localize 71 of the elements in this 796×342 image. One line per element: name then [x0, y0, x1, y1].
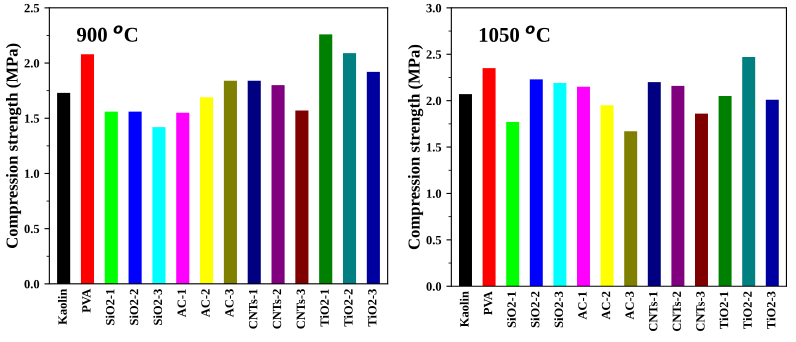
y-tick-label: 3.0: [426, 4, 442, 12]
y-tick-label: 2.5: [426, 50, 442, 59]
y-tick-label: 1.5: [25, 114, 40, 123]
x-tick-label: CNTs-3: [296, 289, 306, 329]
x-tick-label: TiO2-1: [719, 292, 728, 329]
bar: [295, 110, 308, 284]
y-tick-label: 0.0: [24, 280, 40, 288]
x-tick-label: TiO2-1: [320, 289, 329, 326]
bar: [742, 57, 756, 286]
y-tick-label: 1.5: [426, 143, 442, 152]
y-tick-label: 0.5: [24, 224, 40, 234]
y-axis-title: Compression strength (MPa): [408, 44, 424, 250]
y-tick-label: 0.5: [426, 236, 442, 244]
x-tick-label: CNTs-2: [272, 289, 282, 329]
y-tick-label: 1.0: [25, 169, 40, 178]
bar: [152, 127, 166, 284]
x-tick-label: TiO2-3: [368, 289, 376, 326]
x-tick-label: SiO2-1: [507, 292, 516, 328]
x-tick-label: SiO2-3: [153, 289, 162, 325]
bar: [530, 79, 543, 286]
bar: [366, 72, 380, 284]
y-tick-label: 2.0: [24, 59, 40, 68]
x-tick-label: SiO2-2: [129, 289, 138, 325]
bar: [224, 80, 237, 284]
bar: [577, 86, 590, 286]
bar: [766, 100, 779, 286]
x-tick-label: TiO2-2: [344, 289, 353, 326]
x-tick-label: AC-2: [602, 292, 610, 320]
x-tick-label: CNTs-1: [649, 292, 658, 332]
x-tick-label: AC-1: [578, 292, 587, 320]
x-tick-label: AC-3: [625, 292, 634, 320]
bar: [718, 96, 732, 286]
y-tick-label: 1.0: [426, 189, 442, 198]
y-axis-title: Compression strength (MPa): [6, 44, 22, 248]
bar: [128, 112, 142, 284]
bar: [248, 80, 261, 284]
x-tick-label: Kaolin: [58, 288, 67, 325]
annotation: 900 $^{o}$C: [76, 25, 138, 42]
bar: [553, 83, 566, 286]
x-tick-label: AC-2: [201, 289, 210, 318]
bar: [506, 122, 520, 286]
x-tick-label: PVA: [82, 288, 91, 313]
bar: [176, 112, 190, 284]
bar: [600, 105, 614, 286]
bar: [200, 97, 214, 284]
x-tick-label: CNTs-1: [248, 289, 258, 329]
x-tick-label: CNTs-3: [696, 292, 705, 332]
x-tick-label: AC-3: [225, 289, 234, 318]
x-tick-label: CNTs-2: [672, 292, 682, 332]
bar: [104, 112, 118, 284]
x-tick-label: PVA: [484, 291, 492, 315]
bar: [272, 85, 285, 284]
bar: [80, 54, 94, 284]
bar: [695, 114, 708, 286]
bar: [624, 131, 638, 286]
bar: [319, 34, 332, 284]
y-tick-label: 2.0: [426, 96, 442, 106]
bar: [648, 82, 661, 286]
bar: [671, 86, 684, 286]
x-tick-label: SiO2-3: [554, 292, 564, 328]
annotation: 1050 $^{o}$C: [480, 26, 550, 42]
x-tick-label: Kaolin: [460, 291, 469, 328]
x-tick-label: SiO2-2: [530, 292, 540, 328]
x-tick-label: TiO2-3: [766, 292, 776, 329]
y-tick-label: 0.0: [426, 282, 442, 291]
y-tick-label: 2.5: [24, 4, 40, 12]
x-tick-label: SiO2-1: [106, 289, 114, 325]
x-tick-label: AC-1: [177, 289, 186, 318]
bar: [342, 53, 356, 284]
bar: [482, 68, 496, 286]
x-tick-label: TiO2-2: [743, 292, 752, 329]
